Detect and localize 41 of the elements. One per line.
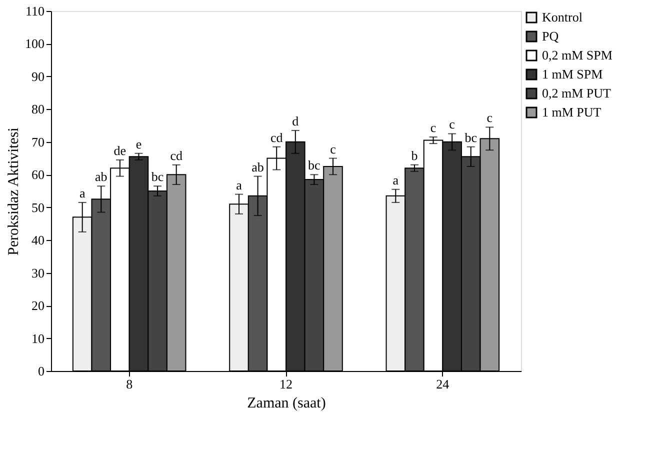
data-label: a — [79, 185, 86, 200]
data-label: bc — [151, 169, 164, 184]
data-label: c — [486, 110, 493, 126]
y-tick-label: 40 — [32, 232, 44, 248]
legend-label: 0,2 mM PUT — [542, 86, 612, 100]
data-label: d — [292, 113, 300, 128]
y-tick-label: 80 — [32, 102, 44, 117]
y-tick-label: 110 — [25, 4, 44, 18]
data-label: b — [411, 148, 418, 163]
y-tick-label: 50 — [32, 200, 44, 215]
legend-label: Kontrol — [542, 10, 583, 24]
data-label: bc — [308, 158, 321, 173]
y-tick-label: 70 — [32, 134, 44, 150]
y-tick-label: 20 — [32, 298, 44, 314]
data-label: c — [449, 116, 456, 132]
data-label: bc — [464, 130, 478, 145]
y-tick-label: 90 — [32, 68, 44, 84]
y-tick-label: 30 — [32, 265, 44, 280]
y-tick-label: 60 — [32, 167, 44, 182]
data-label: cd — [170, 148, 183, 163]
y-tick-label: 10 — [32, 330, 44, 346]
data-label: a — [236, 177, 242, 192]
data-label: c — [430, 120, 436, 135]
x-tick-label: 8 — [126, 376, 133, 392]
data-label: de — [114, 142, 126, 158]
x-axis-title: Zaman (saat) — [247, 396, 326, 412]
legend-label: PQ — [542, 28, 560, 44]
y-tick-label: 100 — [25, 36, 44, 52]
y-tick-label: 0 — [38, 364, 44, 378]
y-axis-title: Peroksidaz Aktivitesi — [6, 128, 22, 256]
legend-label: 1 mM SPM — [542, 66, 604, 82]
data-label: cd — [270, 130, 284, 145]
data-label: c — [330, 141, 336, 156]
data-label: ab — [252, 159, 264, 174]
x-tick-label: 12 — [280, 376, 292, 392]
x-tick-label: 24 — [436, 376, 450, 392]
legend-label: 1 mM PUT — [542, 104, 602, 120]
legend-label: 0,2 mM SPM — [542, 48, 613, 62]
data-label: e — [136, 136, 142, 152]
data-label: ab — [94, 169, 108, 184]
data-label: a — [392, 172, 399, 188]
